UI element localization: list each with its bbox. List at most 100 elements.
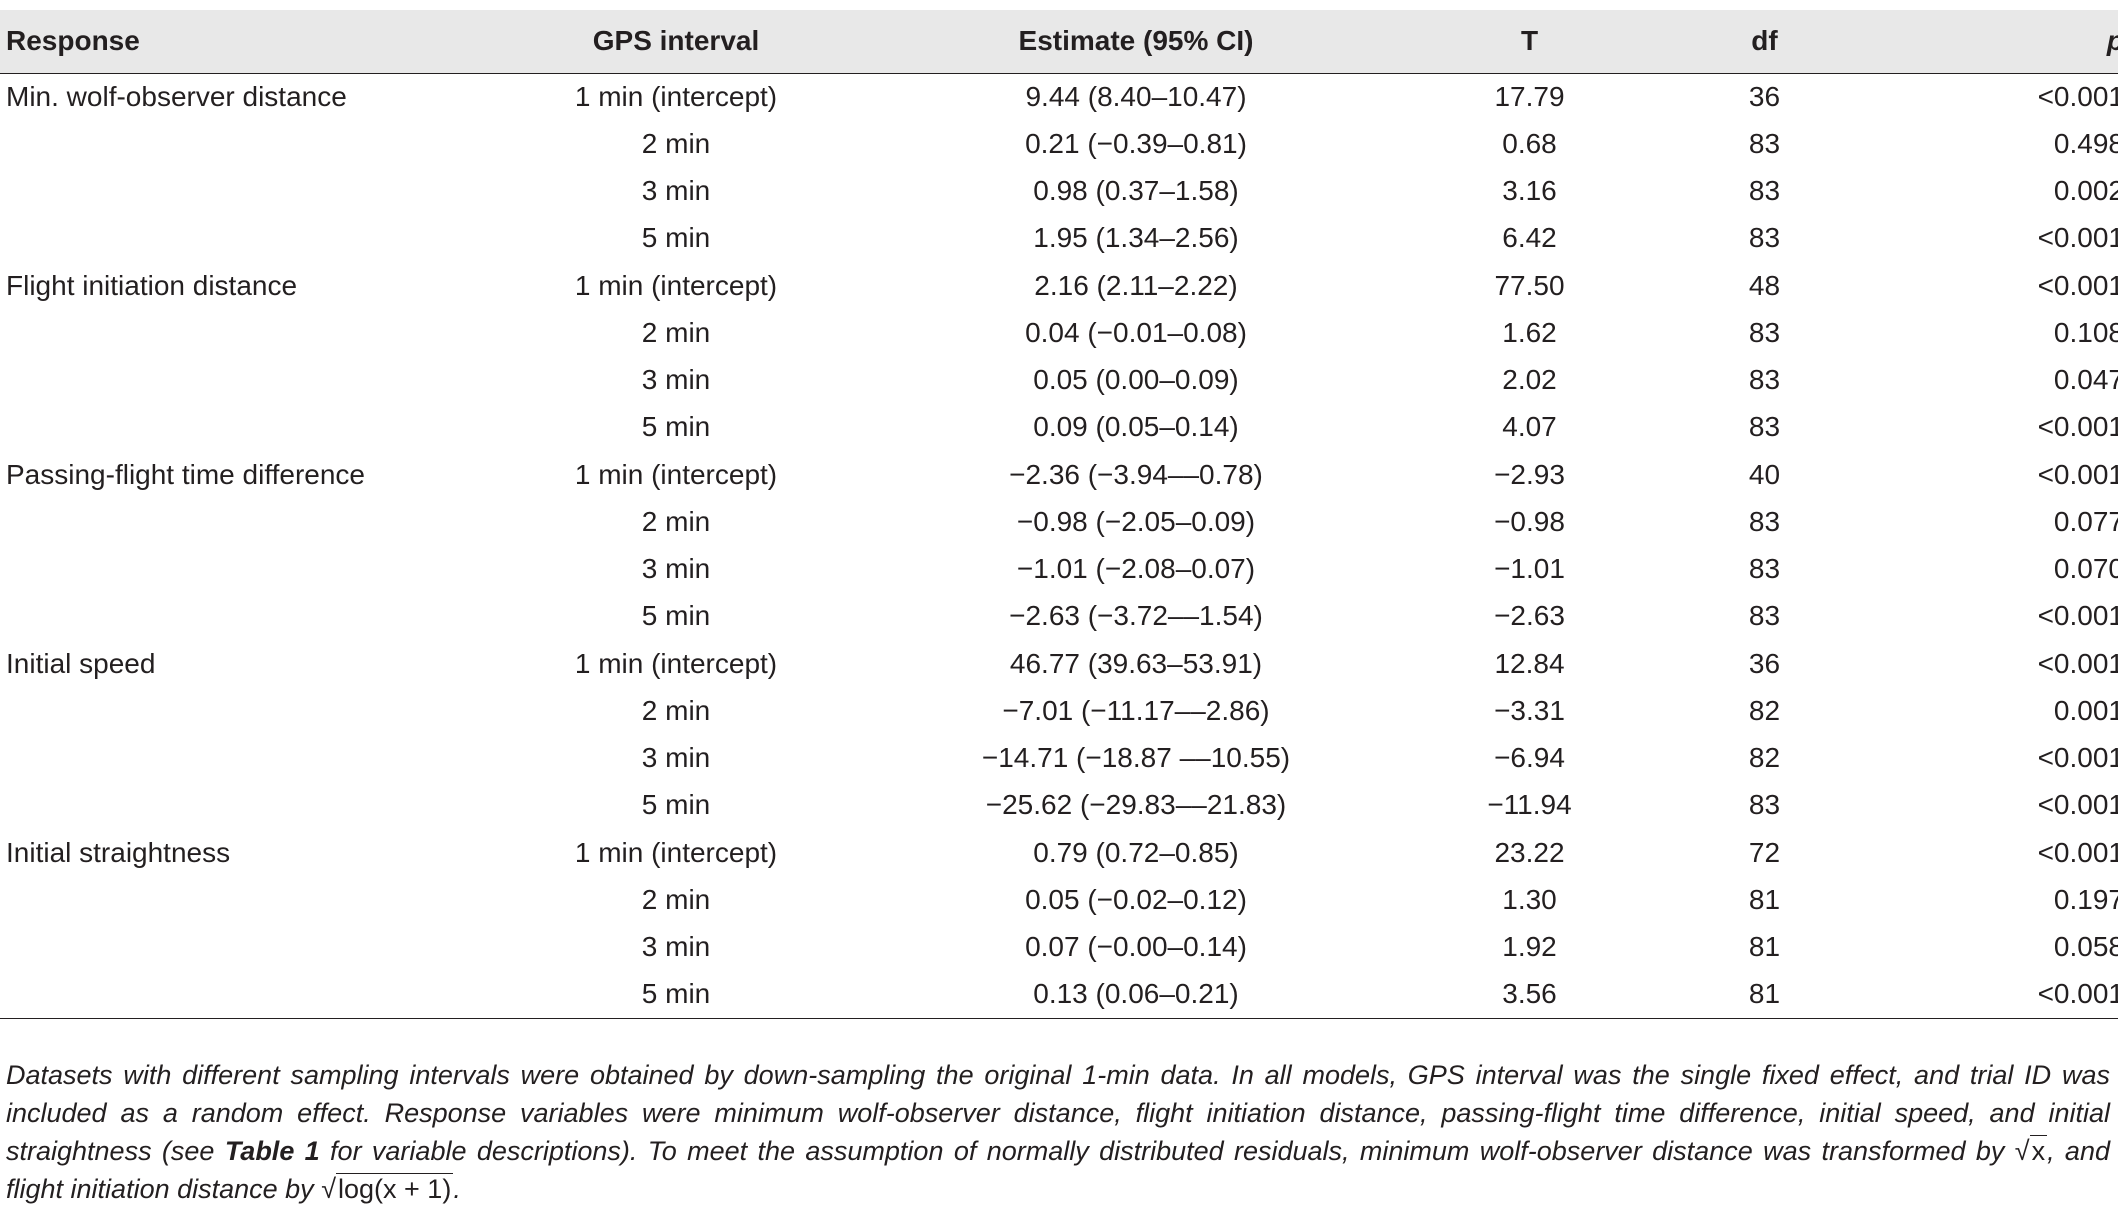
cell-gps-interval: 2 min	[641, 316, 711, 348]
cell-t: −6.94	[1494, 742, 1565, 774]
header-estimate: Estimate (95% CI)	[866, 10, 1406, 74]
cell-gps-interval: 5 min	[486, 970, 866, 1019]
cell-p: 0.047	[2053, 364, 2118, 396]
cell-t: −0.98	[1494, 505, 1565, 537]
cell-df: 83	[1748, 222, 1781, 254]
cell-df: 83	[1748, 505, 1781, 537]
cell-t: 2.02	[1502, 364, 1557, 396]
cell-p: <0.001	[2037, 647, 2118, 679]
cell-p: <0.001	[2037, 600, 2118, 632]
table-row: 3 min −1.01 (−2.08–0.07) −1.01 83 0.070	[0, 546, 2118, 593]
table-row: 5 min −2.63 (−3.72––1.54) −2.63 83 <0.001	[0, 593, 2118, 640]
cell-estimate: 0.05 (−0.02–0.12)	[1025, 883, 1247, 915]
cell-gps-interval: 1 min (intercept)	[574, 80, 778, 112]
cell-t: 6.42	[1502, 222, 1557, 254]
cell-p: <0.001	[2037, 836, 2118, 868]
cell-p: 0.498	[2053, 127, 2118, 159]
cell-gps-interval: 3 min	[641, 931, 711, 963]
cell-response	[0, 970, 486, 1019]
cell-p: 0.058	[2053, 931, 2118, 963]
cell-df: 36	[1748, 80, 1781, 112]
cell-gps-interval: 1 min (intercept)	[574, 647, 778, 679]
cell-df: 83	[1748, 789, 1781, 821]
cell-response	[0, 357, 486, 404]
table-row: 2 min −7.01 (−11.17––2.86) −3.31 82 0.001	[0, 687, 2118, 734]
cell-df: 82	[1748, 694, 1781, 726]
cell-estimate: 0.13 (0.06–0.21)	[866, 970, 1406, 1019]
footnote-text-middle: , and flight initiation distance by	[6, 1136, 2110, 1204]
cell-response	[0, 735, 486, 782]
results-table-container: Response GPS interval Estimate (95% CI) …	[0, 10, 2118, 1019]
table-row: Initial straightness 1 min (intercept) 0.7…	[0, 829, 2118, 876]
cell-response	[0, 120, 486, 167]
cell-t: 12.84	[1494, 647, 1565, 679]
table-row: Passing-flight time difference 1 min (int…	[0, 451, 2118, 498]
cell-t: 17.79	[1494, 80, 1565, 112]
cell-response: Initial speed	[6, 647, 156, 679]
cell-df: 83	[1748, 364, 1781, 396]
cell-p: <0.001	[1876, 970, 2118, 1019]
sqrt-x-radicand: x	[2029, 1135, 2048, 1166]
cell-estimate: 0.09 (0.05–0.14)	[1033, 411, 1239, 443]
footnote-text-after: for variable descriptions). To meet the …	[319, 1136, 2015, 1166]
header-t: T	[1406, 10, 1653, 74]
cell-t: −3.31	[1494, 694, 1565, 726]
cell-gps-interval: 5 min	[641, 222, 711, 254]
cell-df: 83	[1748, 553, 1781, 585]
cell-gps-interval: 3 min	[641, 742, 711, 774]
table-body: Min. wolf-observer distance 1 min (interc…	[0, 73, 2118, 1019]
cell-gps-interval: 3 min	[641, 175, 711, 207]
header-response: Response	[0, 10, 486, 74]
cell-t: 0.68	[1502, 127, 1557, 159]
cell-gps-interval: 2 min	[641, 127, 711, 159]
cell-response	[0, 168, 486, 215]
table-row: 5 min 0.13 (0.06–0.21) 3.56 81 <0.001	[0, 970, 2118, 1019]
cell-estimate: −1.01 (−2.08–0.07)	[1016, 553, 1256, 585]
cell-response	[0, 498, 486, 545]
cell-response	[0, 924, 486, 971]
cell-df: 72	[1748, 836, 1781, 868]
cell-df: 83	[1748, 316, 1781, 348]
table-row: 3 min 0.05 (0.00–0.09) 2.02 83 0.047	[0, 357, 2118, 404]
cell-df: 83	[1748, 600, 1781, 632]
cell-t: 3.16	[1502, 175, 1557, 207]
cell-gps-interval: 1 min (intercept)	[574, 269, 778, 301]
cell-gps-interval: 5 min	[641, 411, 711, 443]
table-row: 3 min 0.07 (−0.00–0.14) 1.92 81 0.058	[0, 924, 2118, 971]
cell-response	[0, 309, 486, 356]
header-p: p	[1876, 10, 2118, 74]
cell-df: 82	[1748, 742, 1781, 774]
cell-estimate: −14.71 (−18.87 ––10.55)	[981, 742, 1291, 774]
cell-df: 83	[1748, 411, 1781, 443]
cell-estimate: 0.05 (0.00–0.09)	[1033, 364, 1239, 396]
sqrt-log-radicand: log(x + 1)	[336, 1173, 454, 1204]
cell-p: 0.197	[2053, 883, 2118, 915]
header-gps-interval: GPS interval	[486, 10, 866, 74]
sqrt-log-formula: √log(x + 1)	[321, 1170, 454, 1208]
cell-gps-interval: 1 min (intercept)	[574, 458, 778, 490]
cell-response	[0, 546, 486, 593]
table-footnote: Datasets with different sampling interva…	[6, 1056, 2110, 1208]
cell-t: −2.93	[1494, 458, 1565, 490]
cell-p: <0.001	[2037, 742, 2118, 774]
table-row: 2 min 0.05 (−0.02–0.12) 1.30 81 0.197	[0, 876, 2118, 923]
cell-estimate: 46.77 (39.63–53.91)	[1009, 647, 1263, 679]
cell-response: Passing-flight time difference	[6, 458, 365, 490]
cell-p: 0.077	[2053, 505, 2118, 537]
cell-gps-interval: 3 min	[641, 364, 711, 396]
cell-gps-interval: 2 min	[641, 883, 711, 915]
cell-gps-interval: 2 min	[641, 694, 711, 726]
cell-estimate: 9.44 (8.40–10.47)	[1025, 80, 1247, 112]
cell-df: 81	[1653, 970, 1876, 1019]
cell-response	[0, 404, 486, 451]
cell-df: 48	[1748, 269, 1781, 301]
cell-gps-interval: 1 min (intercept)	[574, 836, 778, 868]
cell-estimate: 1.95 (1.34–2.56)	[1033, 222, 1239, 254]
footnote-text-end: .	[453, 1174, 461, 1204]
footnote-text-before: Datasets with different sampling interva…	[6, 1060, 2110, 1166]
cell-estimate: 0.98 (0.37–1.58)	[1033, 175, 1239, 207]
cell-estimate: −0.98 (−2.05–0.09)	[1016, 505, 1256, 537]
cell-p: <0.001	[2037, 269, 2118, 301]
table-row: 2 min 0.21 (−0.39–0.81) 0.68 83 0.498	[0, 120, 2118, 167]
cell-t: 3.56	[1406, 970, 1653, 1019]
